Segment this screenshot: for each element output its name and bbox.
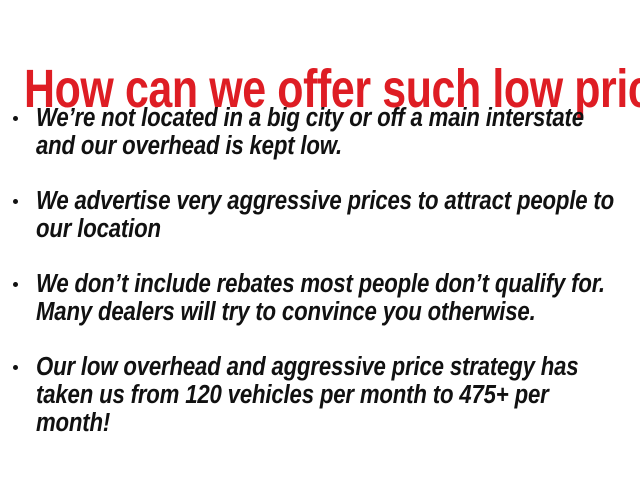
bullet-point-icon [13,365,18,370]
bullet-item-text: Our low overhead and aggressive price st… [36,353,579,437]
bullet-point-icon [13,199,18,204]
bullet-item-text: We’re not located in a big city or off a… [36,104,584,160]
bullet-item: We advertise very aggressive prices to a… [0,187,640,243]
bullet-list: We’re not located in a big city or off a… [0,104,640,437]
bullet-item-text: We advertise very aggressive prices to a… [36,187,615,243]
bullet-item: We don’t include rebates most people don… [0,270,640,326]
bullet-item: Our low overhead and aggressive price st… [0,353,640,437]
bullet-item-text: We don’t include rebates most people don… [36,270,605,326]
bullet-item: We’re not located in a big city or off a… [0,104,640,160]
bullet-point-icon [13,282,18,287]
bullet-point-icon [13,116,18,121]
